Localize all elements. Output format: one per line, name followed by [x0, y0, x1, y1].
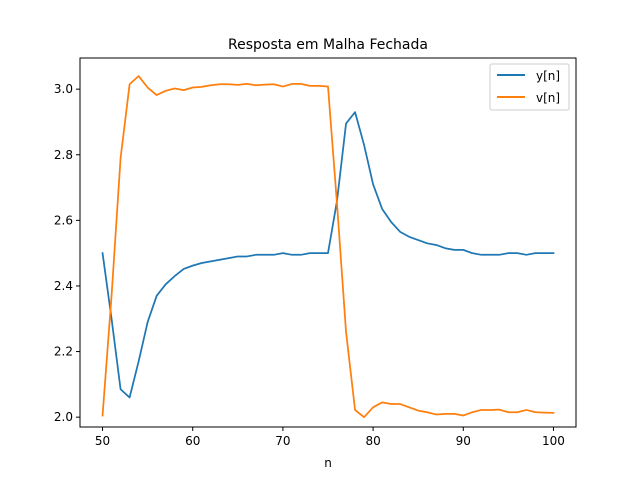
legend-label-y: y[n] [536, 69, 560, 83]
x-tick-label: 80 [365, 434, 380, 448]
x-tick-label: 50 [95, 434, 110, 448]
y-tick-label: 2.8 [54, 148, 73, 162]
y-tick-label: 2.6 [54, 213, 73, 227]
x-axis-label: n [324, 456, 332, 470]
plot-area [79, 57, 577, 428]
y-tick-label: 2.2 [54, 345, 73, 359]
series-line-v [101, 75, 555, 419]
x-axis-ticks: 50 60 70 80 90 100 [95, 427, 565, 448]
chart-title: Resposta em Malha Fechada [228, 37, 428, 53]
legend-label-v: v[n] [536, 91, 560, 105]
y-tick-label: 3.0 [54, 82, 73, 96]
y-axis-ticks: 2.0 2.2 2.4 2.6 2.8 3.0 [54, 82, 80, 424]
x-tick-label: 100 [542, 434, 565, 448]
x-tick-label: 60 [185, 434, 200, 448]
axes-frame [79, 57, 577, 428]
x-tick-label: 70 [275, 434, 290, 448]
series-line-y [101, 111, 555, 399]
series-layer [101, 75, 555, 419]
y-tick-label: 2.0 [54, 410, 73, 424]
x-tick-label: 90 [456, 434, 471, 448]
legend: y[n] v[n] [489, 63, 570, 111]
y-tick-label: 2.4 [54, 279, 73, 293]
